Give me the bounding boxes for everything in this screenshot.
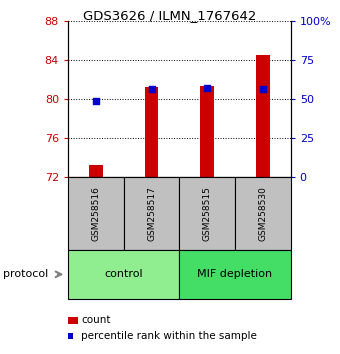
- Text: MIF depletion: MIF depletion: [198, 269, 273, 279]
- Text: GSM258517: GSM258517: [147, 186, 156, 241]
- Bar: [200, 86, 214, 177]
- Text: GDS3626 / ILMN_1767642: GDS3626 / ILMN_1767642: [83, 9, 257, 22]
- Point: [260, 86, 266, 92]
- Text: GSM258516: GSM258516: [91, 186, 100, 241]
- Bar: [144, 87, 158, 177]
- Point: [149, 86, 154, 92]
- Text: count: count: [81, 315, 111, 325]
- Text: GSM258530: GSM258530: [258, 186, 267, 241]
- Text: control: control: [104, 269, 143, 279]
- Text: GSM258515: GSM258515: [203, 186, 212, 241]
- Bar: [89, 165, 103, 177]
- Text: protocol: protocol: [3, 269, 49, 279]
- Bar: [256, 55, 270, 177]
- Point: [93, 98, 99, 104]
- Text: percentile rank within the sample: percentile rank within the sample: [81, 331, 257, 341]
- Point: [204, 86, 210, 91]
